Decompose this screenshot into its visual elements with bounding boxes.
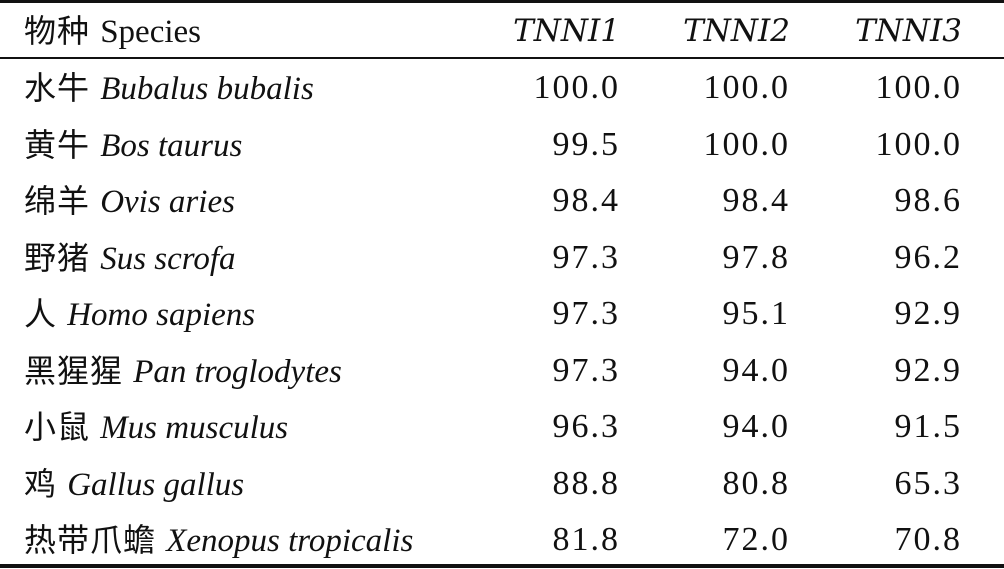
tnni1-value: 100.0 [533, 69, 620, 106]
tnni2-value: 100.0 [703, 69, 790, 106]
table-header-row: 物种 Species TNNI1 TNNI2 TNNI3 [0, 3, 1004, 59]
tnni2-value: 72.0 [722, 521, 790, 558]
table-row: 黑猩猩 Pan troglodytes 97.3 94.0 92.9 [0, 343, 1004, 399]
table-row: 小鼠 Mus musculus 96.3 94.0 91.5 [0, 399, 1004, 455]
species-scientific-name: Ovis aries [100, 184, 235, 220]
species-cell: 水牛 Bubalus bubalis [24, 60, 314, 116]
species-cell: 野猪 Sus scrofa [24, 230, 236, 286]
species-scientific-name: Mus musculus [100, 410, 289, 446]
header-species-zh: 物种 [24, 12, 91, 50]
species-scientific-name: Bubalus bubalis [100, 71, 314, 107]
tnni1-value: 98.4 [552, 182, 620, 219]
species-cell: 绵羊 Ovis aries [24, 173, 235, 229]
species-zh-name: 水牛 [24, 69, 91, 107]
table-row: 绵羊 Ovis aries 98.4 98.4 98.6 [0, 173, 1004, 229]
tnni3-value: 100.0 [875, 69, 962, 106]
tnni1-value: 81.8 [552, 521, 620, 558]
tnni3-value: 92.9 [894, 295, 962, 332]
table-row: 水牛 Bubalus bubalis 100.0 100.0 100.0 [0, 60, 1004, 116]
tnni3-value: 70.8 [894, 521, 962, 558]
header-tnni2: TNNI2 [683, 13, 790, 49]
table-bottom-rule [0, 564, 1004, 568]
species-scientific-name: Sus scrofa [100, 241, 236, 277]
species-cell: 人 Homo sapiens [24, 286, 255, 342]
tnni1-value: 97.3 [552, 239, 620, 276]
table-top-rule [0, 0, 1004, 3]
tnni1-value: 96.3 [552, 408, 620, 445]
tnni3-value: 65.3 [894, 465, 962, 502]
header-species-en: Species [100, 14, 201, 50]
table-row: 人 Homo sapiens 97.3 95.1 92.9 [0, 286, 1004, 342]
table-row: 鸡 Gallus gallus 88.8 80.8 65.3 [0, 456, 1004, 512]
species-zh-name: 黑猩猩 [24, 352, 124, 390]
tnni2-value: 95.1 [722, 295, 790, 332]
tnni1-value: 99.5 [552, 126, 620, 163]
species-scientific-name: Homo sapiens [67, 297, 256, 333]
table-row: 热带爪蟾 Xenopus tropicalis 81.8 72.0 70.8 [0, 512, 1004, 568]
species-cell: 小鼠 Mus musculus [24, 399, 288, 455]
table-row: 黄牛 Bos taurus 99.5 100.0 100.0 [0, 117, 1004, 173]
tnni2-value: 94.0 [722, 408, 790, 445]
species-zh-name: 黄牛 [24, 126, 91, 164]
tnni1-value: 97.3 [552, 352, 620, 389]
tnni3-value: 92.9 [894, 352, 962, 389]
species-zh-name: 鸡 [24, 465, 58, 503]
header-tnni3: TNNI3 [855, 13, 962, 49]
species-zh-name: 小鼠 [24, 408, 91, 446]
tnni1-value: 88.8 [552, 465, 620, 502]
species-scientific-name: Gallus gallus [67, 467, 245, 503]
tnni2-value: 97.8 [722, 239, 790, 276]
tnni2-value: 100.0 [703, 126, 790, 163]
species-zh-name: 绵羊 [24, 182, 91, 220]
tnni3-value: 98.6 [894, 182, 962, 219]
species-zh-name: 热带爪蟾 [24, 521, 157, 559]
tnni3-value: 100.0 [875, 126, 962, 163]
species-scientific-name: Bos taurus [100, 128, 243, 164]
tnni1-value: 97.3 [552, 295, 620, 332]
header-species: 物种 Species [24, 3, 201, 59]
table-row: 野猪 Sus scrofa 97.3 97.8 96.2 [0, 230, 1004, 286]
header-tnni1: TNNI1 [513, 13, 620, 49]
species-cell: 黄牛 Bos taurus [24, 117, 242, 173]
tnni2-value: 80.8 [722, 465, 790, 502]
species-scientific-name: Xenopus tropicalis [166, 523, 414, 559]
table-header-rule [0, 57, 1004, 59]
species-cell: 鸡 Gallus gallus [24, 456, 244, 512]
tnni2-value: 94.0 [722, 352, 790, 389]
species-zh-name: 野猪 [24, 239, 91, 277]
tnni2-value: 98.4 [722, 182, 790, 219]
species-zh-name: 人 [24, 295, 58, 333]
tnni3-value: 96.2 [894, 239, 962, 276]
species-scientific-name: Pan troglodytes [133, 354, 342, 390]
tnni3-value: 91.5 [894, 408, 962, 445]
species-cell: 热带爪蟾 Xenopus tropicalis [24, 512, 413, 568]
species-cell: 黑猩猩 Pan troglodytes [24, 343, 342, 399]
